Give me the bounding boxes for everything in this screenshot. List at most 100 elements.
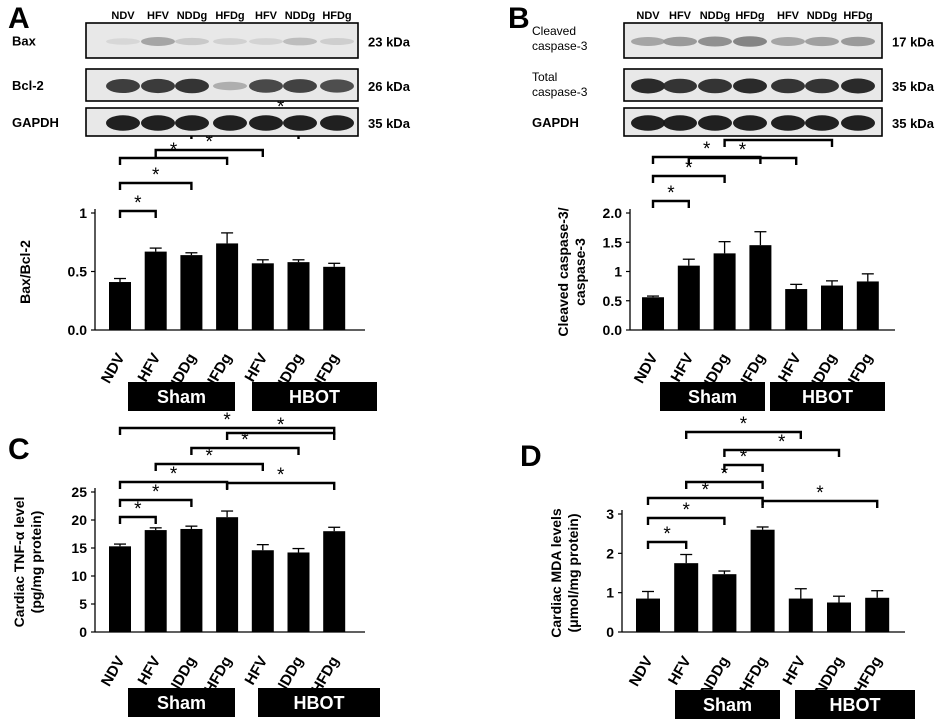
y-tick-label: 0.0 (68, 322, 88, 338)
significance-bracket (225, 481, 336, 490)
significance-star: * (134, 193, 142, 214)
y-tick-label: 3 (606, 506, 614, 522)
significance-bracket (118, 209, 157, 218)
panel-b: B 0.0 0.5 1 1.5 2.0 Cleaved caspase-3/caspase-… (508, 2, 935, 411)
significance-bracket (646, 540, 688, 549)
blot-protein-label-line: Total (532, 70, 557, 84)
panel-d: D 0 1 2 3 Cardiac MDA levels(μmol/mg protein)… (520, 414, 915, 719)
blot-kda-label: 26 kDa (368, 79, 411, 94)
significance-star: * (685, 158, 693, 179)
bar-nddg (287, 262, 310, 330)
blot-band (175, 115, 209, 131)
bar-ndv (109, 282, 131, 330)
blot-lane-label: HFDg (322, 10, 351, 22)
blot-band (841, 36, 875, 47)
y-tick-label: 2 (606, 545, 614, 561)
blot-band (631, 115, 665, 131)
blot-band (283, 79, 317, 93)
significance-star: * (739, 140, 747, 161)
blot-band (771, 115, 805, 131)
bar-hfdg (750, 529, 775, 632)
bar-hfv (674, 563, 699, 632)
significance-bracket (651, 199, 690, 208)
blot-band (320, 115, 354, 131)
bar-nddg (287, 552, 310, 632)
blot-band (283, 115, 317, 131)
y-axis-label-line: (μmol/mg protein) (565, 514, 581, 633)
bar-hfv (785, 289, 808, 330)
significance-bracket (685, 480, 764, 489)
significance-star: * (667, 183, 675, 204)
category-label: HFV (775, 351, 805, 385)
significance-star: * (682, 500, 690, 521)
bar-nddg (821, 285, 843, 330)
bar-hfv (677, 265, 700, 330)
blot-protein-label: Total caspase-3 (532, 70, 588, 99)
y-tick-label: 0 (606, 624, 614, 640)
significance-star: * (721, 464, 729, 485)
bar-ndv (642, 297, 664, 330)
category-label: HFV (668, 351, 698, 385)
blot-lane-label: NDDg (285, 10, 316, 22)
blot-band (733, 115, 767, 131)
y-tick-label: 0.5 (68, 264, 88, 280)
group-label-sham: Sham (688, 387, 737, 407)
blot-band (213, 81, 247, 91)
blot-lane-label: NDV (636, 10, 660, 22)
blot-band (249, 79, 283, 93)
y-tick-label: 2.0 (603, 205, 623, 221)
significance-bracket (225, 431, 336, 440)
significance-bracket (761, 499, 879, 508)
bar-hfv (144, 251, 167, 330)
panel-c: C 0 5 10 15 20 25 Cardiac TNF-α level(pg/mg pro… (8, 410, 380, 717)
panel-label-c: C (8, 433, 30, 466)
bar-hfdg (216, 517, 239, 632)
bar-hfdg (216, 243, 239, 330)
category-label: HFV (242, 351, 272, 385)
y-tick-label: 20 (71, 512, 87, 528)
bar-hfdg (323, 531, 346, 632)
significance-bracket (118, 498, 193, 507)
blot-protein-label: Bax (12, 34, 37, 49)
category-label: HFV (242, 654, 272, 688)
category-label: NDV (626, 654, 657, 690)
significance-bracket (685, 430, 802, 439)
blot-band (841, 115, 875, 131)
category-label: NDV (98, 351, 129, 387)
blot-band (106, 79, 140, 93)
blot-lane-label: NDV (111, 10, 135, 22)
group-label-sham: Sham (157, 693, 206, 713)
blot-band (175, 78, 209, 94)
significance-star: * (152, 165, 160, 186)
bar-nddg (712, 574, 737, 632)
panel-label-d: D (520, 440, 542, 473)
blot-band (106, 38, 140, 45)
y-axis-label: Bax/Bcl-2 (17, 240, 33, 304)
group-box-sham (128, 382, 235, 411)
blot-protein-label: GAPDH (532, 115, 579, 130)
bar-hfv (251, 263, 274, 330)
blot-kda-label: 35 kDa (892, 79, 935, 94)
y-tick-label: 10 (71, 568, 87, 584)
significance-star: * (223, 410, 231, 431)
blot-band (698, 78, 732, 94)
y-axis-label: Cleaved caspase-3/caspase-3 (555, 207, 588, 336)
bar-hfdg (323, 266, 346, 330)
blot-band (106, 115, 140, 131)
significance-bracket (118, 181, 193, 190)
blot-lane-label: HFDg (843, 10, 872, 22)
significance-bracket (118, 426, 336, 435)
y-tick-label: 0.5 (603, 293, 623, 309)
significance-star: * (816, 483, 824, 504)
blot-band (320, 79, 354, 93)
y-tick-label: 25 (71, 484, 87, 500)
blot-band (249, 38, 283, 45)
blot-band (805, 36, 839, 47)
blot-band (283, 37, 317, 46)
blot-band (733, 36, 767, 47)
blot-protein-label: Cleaved caspase-3 (532, 24, 588, 53)
blot-band (320, 38, 354, 45)
category-label: HFV (665, 654, 695, 688)
blot-lane-label: HFV (669, 10, 692, 22)
